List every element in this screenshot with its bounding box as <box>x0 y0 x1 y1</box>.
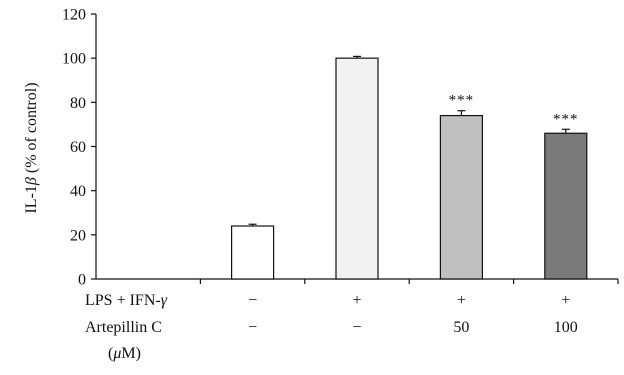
y-tick-label: 0 <box>78 272 86 289</box>
condition-value: 100 <box>554 319 578 336</box>
bar <box>231 225 275 280</box>
y-axis-label: IL-1β (% of control) <box>23 82 40 213</box>
y-axis-label-prefix: IL-1 <box>23 185 40 213</box>
y-tick-label: 120 <box>62 7 86 24</box>
condition-value: + <box>352 292 361 309</box>
significance-marker: *** <box>449 93 475 109</box>
bars: *** *** <box>231 55 588 280</box>
condition-value: − <box>248 292 257 309</box>
bar <box>335 57 379 280</box>
y-tick-label: 80 <box>70 95 86 112</box>
condition-labels: − + + + − − 50 100 <box>248 292 578 336</box>
y-axis: 0 20 40 60 80 100 120 <box>62 7 619 289</box>
row-label-artepillin: Artepillin C <box>85 319 162 336</box>
row-label-lps-ifn: LPS + IFN-γ <box>85 292 168 309</box>
bar <box>439 114 483 280</box>
y-tick-label: 20 <box>70 227 86 244</box>
condition-value: − <box>352 319 361 336</box>
y-tick-label: 60 <box>70 139 86 156</box>
condition-value: + <box>561 292 570 309</box>
y-tick-label: 100 <box>62 51 86 68</box>
y-axis-label-beta: β <box>23 177 40 186</box>
condition-value: − <box>248 319 257 336</box>
row-label-unit: (μM) <box>108 345 141 362</box>
y-axis-label-suffix: (% of control) <box>23 82 40 177</box>
condition-value: + <box>457 292 466 309</box>
bar <box>544 132 588 280</box>
y-tick-label: 40 <box>70 183 86 200</box>
condition-value: 50 <box>453 319 469 336</box>
significance-marker: *** <box>553 111 579 127</box>
